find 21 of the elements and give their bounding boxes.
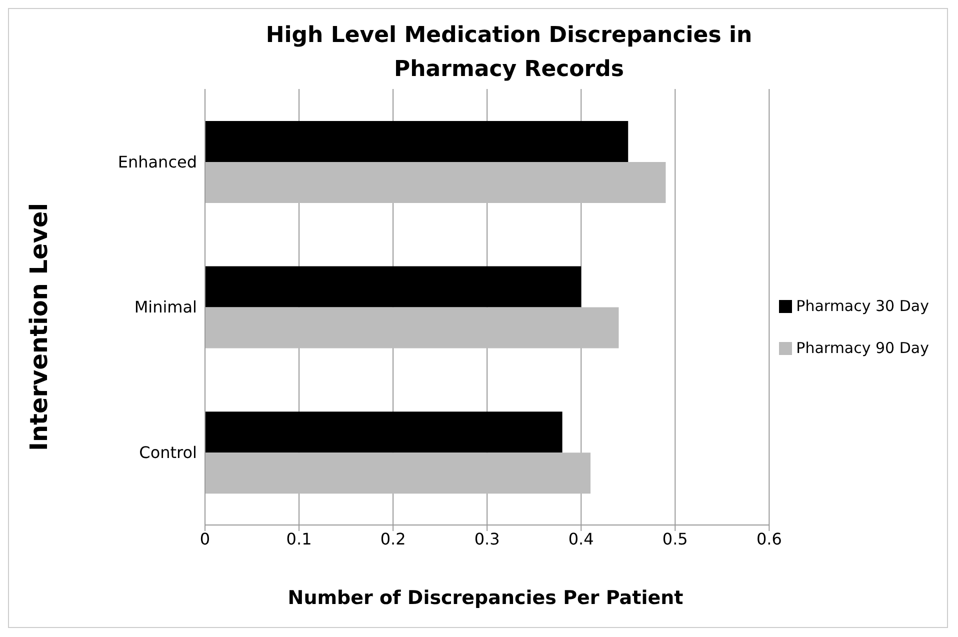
legend-label: Pharmacy 90 Day (796, 339, 929, 357)
bar (205, 266, 582, 308)
bar (205, 412, 562, 453)
x-tick-label: 0 (200, 529, 210, 548)
bar (205, 120, 628, 162)
y-axis-title: Intervention Level (25, 203, 53, 451)
x-axis-title: Number of Discrepancies Per Patient (286, 587, 684, 609)
y-tick-label: Minimal (134, 298, 197, 317)
x-tick-label: 0.5 (662, 529, 688, 548)
x-tick-label: 0.1 (286, 529, 312, 548)
bar (205, 307, 619, 348)
x-tick-label: 0.6 (756, 529, 782, 548)
chart-title: High Level Medication Discrepancies in Pharmacy Records (264, 22, 754, 84)
bar (205, 162, 666, 203)
x-tick-label: 0.2 (380, 529, 406, 548)
x-tick-label: 0.3 (474, 529, 500, 548)
x-tick-label: 0.4 (568, 529, 594, 548)
bar (205, 452, 591, 494)
y-tick-label: Control (139, 443, 197, 462)
y-tick-label: Enhanced (118, 152, 197, 172)
legend-label: Pharmacy 30 Day (796, 297, 929, 315)
